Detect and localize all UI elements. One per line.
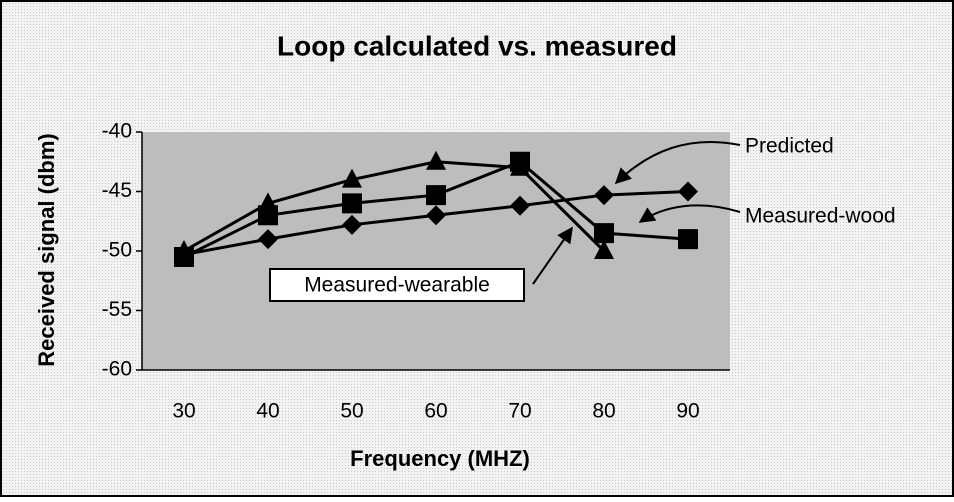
plot-area bbox=[142, 132, 730, 370]
marker bbox=[174, 240, 194, 259]
marker bbox=[258, 192, 278, 212]
marker bbox=[426, 205, 446, 226]
arrow bbox=[532, 226, 573, 285]
chart-title: Loop calculated vs. measured bbox=[277, 30, 677, 61]
series-line bbox=[183, 160, 606, 253]
marker bbox=[426, 150, 446, 170]
series-annotation: Predicted bbox=[745, 135, 834, 158]
marker bbox=[678, 181, 698, 202]
x-tick-label: 40 bbox=[256, 400, 279, 423]
marker bbox=[594, 185, 614, 206]
x-tick-label: 60 bbox=[424, 400, 447, 423]
marker bbox=[510, 156, 530, 176]
arrow bbox=[638, 204, 741, 223]
y-axis-label: Received signal (dbm) bbox=[34, 133, 59, 367]
x-tick-label: 70 bbox=[508, 400, 531, 423]
marker bbox=[342, 214, 362, 235]
y-tick-label: -50 bbox=[102, 239, 132, 262]
x-tick-label: 30 bbox=[172, 400, 195, 423]
marker bbox=[594, 223, 614, 244]
x-axis-label: Frequency (MHZ) bbox=[350, 446, 530, 471]
marker bbox=[678, 229, 698, 250]
annotation-box bbox=[269, 268, 525, 302]
y-tick-label: -45 bbox=[102, 179, 132, 202]
marker bbox=[258, 229, 278, 250]
series-annotation: Measured-wearable bbox=[304, 274, 490, 297]
x-tick-label: 90 bbox=[676, 400, 699, 423]
marker bbox=[342, 193, 362, 214]
marker bbox=[510, 195, 530, 216]
marker bbox=[342, 168, 362, 188]
x-tick-label: 50 bbox=[340, 400, 363, 423]
arrow bbox=[614, 141, 741, 185]
marker bbox=[594, 240, 614, 259]
y-tick-label: -60 bbox=[102, 358, 132, 381]
x-tick-label: 80 bbox=[592, 400, 615, 423]
series-annotation: Measured-wood bbox=[745, 205, 896, 228]
y-tick-label: -55 bbox=[102, 298, 132, 321]
marker bbox=[426, 185, 446, 206]
y-tick-label: -40 bbox=[102, 120, 132, 143]
